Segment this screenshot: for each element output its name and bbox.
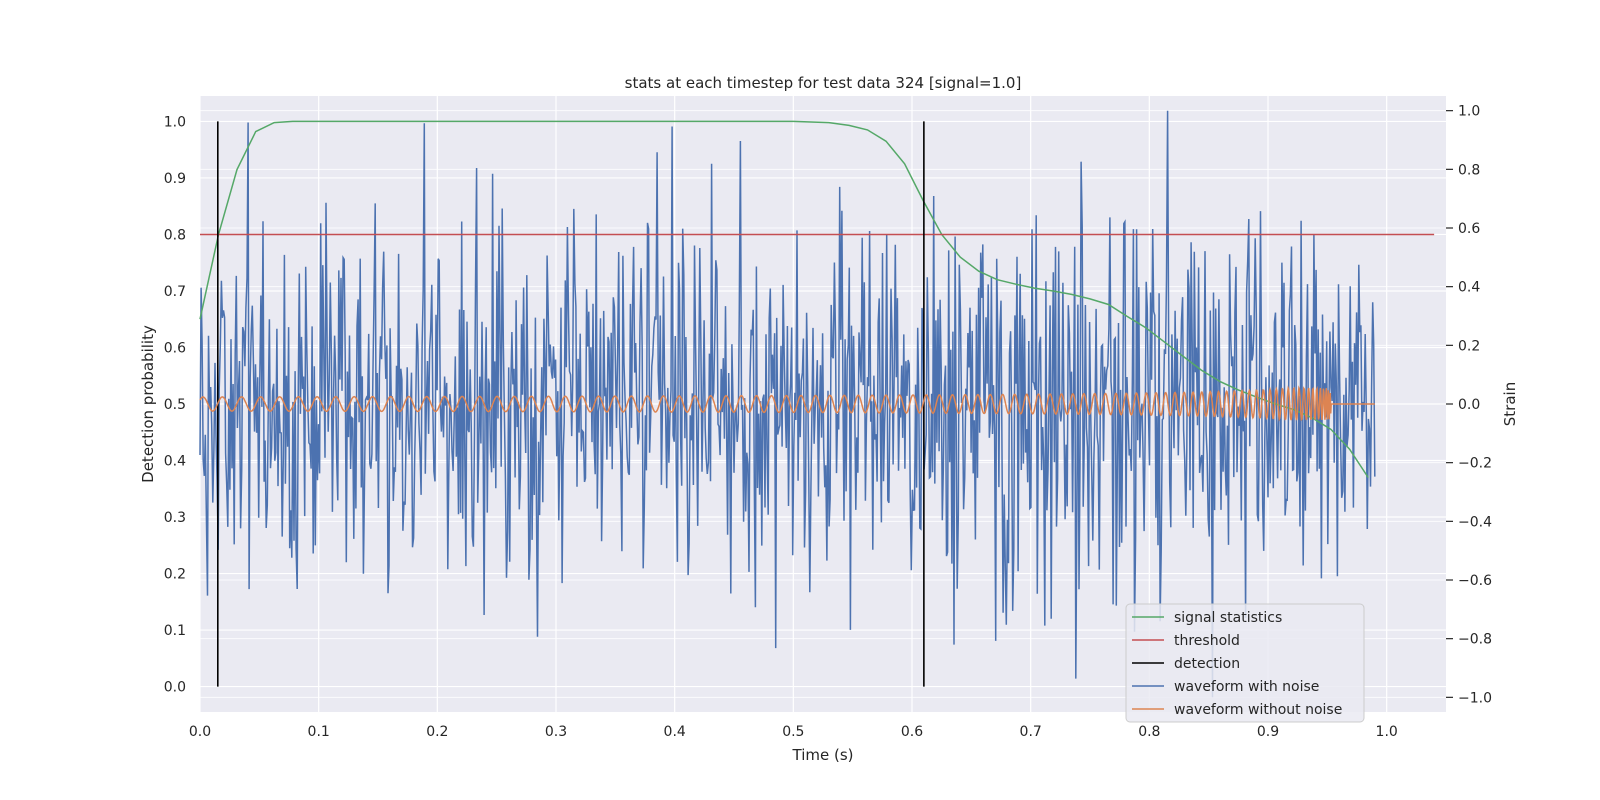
y2-tick-label: 0.0 [1458, 397, 1480, 413]
legend-box [1125, 603, 1365, 723]
series-line-waveform-with-noise [199, 110, 1376, 698]
y2-tick-label: −0.4 [1458, 514, 1492, 530]
x-axis-label: Time (s) [792, 746, 854, 764]
y-tick-label: 0.0 [164, 680, 186, 696]
y2-axis-label: Strain [1501, 382, 1519, 426]
y2-tick-label: 0.4 [1458, 280, 1480, 296]
y-axis-right: −1.0 −0.8 −0.6 −0.4 −0.2 0.0 0.2 0.4 0.6 0.8 1.0 [1446, 104, 1492, 706]
x-tick-label: 1.0 [1376, 724, 1398, 740]
y-tick-label: 0.5 [164, 397, 186, 413]
y-tick-label: 0.8 [164, 227, 186, 243]
y2-tick-label: −0.6 [1458, 573, 1492, 589]
y2-tick-label: 0.6 [1458, 221, 1480, 237]
x-tick-label: 0.4 [664, 724, 686, 740]
y-tick-label: 0.2 [164, 567, 186, 583]
series-line-waveform-without-noise [199, 385, 1375, 422]
x-tick-label: 0.7 [1020, 724, 1042, 740]
y-tick-label: 0.4 [164, 454, 186, 470]
legend: signal statistics threshold detection wa… [1125, 603, 1365, 723]
x-tick-label: 0.0 [189, 724, 211, 740]
y-tick-label: 0.1 [164, 623, 186, 639]
y-tick-label: 0.6 [164, 340, 186, 356]
y2-tick-label: 0.2 [1458, 338, 1480, 354]
x-tick-label: 0.8 [1138, 724, 1160, 740]
y2-tick-label: −0.2 [1458, 456, 1492, 472]
y-tick-label: 0.9 [164, 171, 186, 187]
y-axis-left: 0.0 0.1 0.2 0.3 0.4 0.5 0.6 0.7 0.8 0.9 1.0 [164, 114, 186, 695]
legend-label: waveform without noise [1174, 702, 1342, 718]
y-axis-label: Detection probability [139, 325, 157, 483]
legend-label: threshold [1174, 633, 1240, 649]
x-tick-label: 0.2 [426, 724, 448, 740]
legend-item: signal statistics [1132, 610, 1282, 626]
y2-tick-label: −0.8 [1458, 632, 1492, 648]
series-layer [199, 110, 1435, 698]
legend-label: waveform with noise [1174, 679, 1319, 695]
x-tick-label: 0.3 [545, 724, 567, 740]
legend-label: detection [1174, 656, 1240, 672]
y-tick-label: 0.7 [164, 284, 186, 300]
y2-tick-label: −1.0 [1458, 690, 1492, 706]
series-line-signal-statistics [199, 120, 1369, 478]
legend-item: waveform with noise [1132, 679, 1319, 695]
legend-item: waveform without noise [1132, 702, 1342, 718]
chart-title: stats at each timestep for test data 324… [625, 74, 1022, 92]
x-tick-label: 0.9 [1257, 724, 1279, 740]
x-tick-label: 0.6 [901, 724, 923, 740]
legend-item: threshold [1132, 633, 1240, 649]
legend-item: detection [1132, 656, 1240, 672]
legend-label: signal statistics [1174, 610, 1282, 626]
y-tick-label: 1.0 [164, 114, 186, 130]
y-tick-label: 0.3 [164, 510, 186, 526]
x-tick-label: 0.1 [308, 724, 330, 740]
y2-tick-label: 1.0 [1458, 104, 1480, 120]
x-axis: 0.0 0.1 0.2 0.3 0.4 0.5 0.6 0.7 0.8 0.9 1.0 [189, 724, 1398, 740]
y2-tick-label: 0.8 [1458, 162, 1480, 178]
x-tick-label: 0.5 [782, 724, 804, 740]
